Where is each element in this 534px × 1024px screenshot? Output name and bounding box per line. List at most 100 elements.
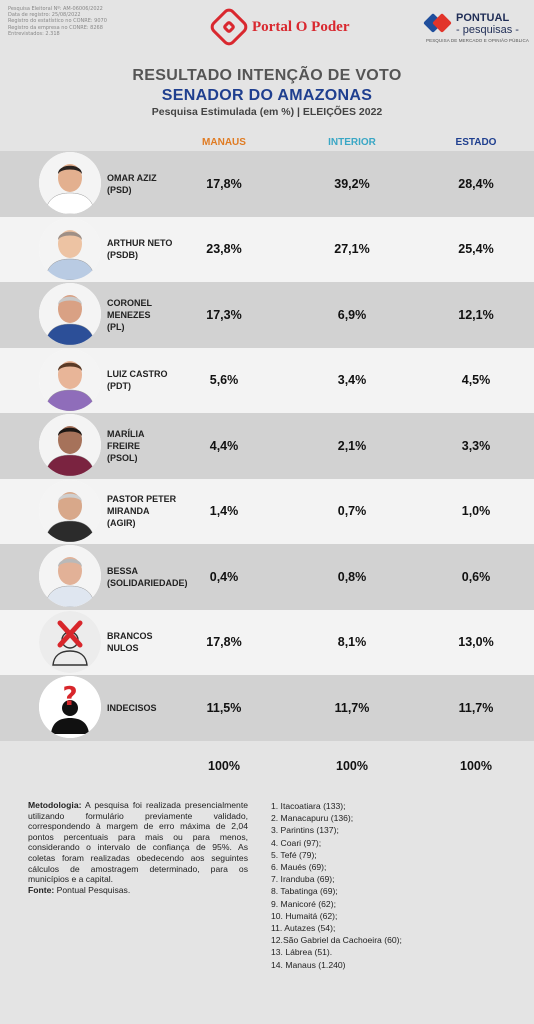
candidate-photo (39, 479, 101, 542)
avatar (39, 283, 101, 345)
column-header-manaus: MANAUS (202, 137, 246, 148)
value-manaus: 23,8% (206, 242, 242, 257)
value-interior: 27,1% (334, 242, 370, 257)
avatar (39, 152, 101, 214)
total-manaus: 100% (208, 759, 240, 773)
candidate-photo (39, 414, 101, 476)
list-item: 8. Tabatinga (69); (271, 886, 338, 897)
value-manaus: 17,8% (206, 635, 242, 650)
table-row: MARÍLIA FREIRE (PSOL) 4,4% 2,1% 3,3% (0, 413, 534, 479)
avatar (39, 479, 101, 542)
totals-row: 100% 100% 100% (0, 759, 534, 773)
page-subtitle: SENADOR DO AMAZONAS (161, 87, 373, 104)
avatar (39, 610, 101, 673)
crossed-person-icon (39, 610, 101, 673)
avatar (39, 545, 101, 607)
list-item: 7. Iranduba (69); (271, 874, 335, 885)
candidate-photo (39, 545, 101, 607)
total-estado: 100% (460, 759, 492, 773)
total-interior: 100% (336, 759, 368, 773)
methodology-label: Metodologia: (28, 800, 82, 810)
value-estado: 4,5% (461, 373, 491, 388)
value-interior: 2,1% (337, 438, 367, 453)
list-item: 4. Coari (97); (271, 837, 322, 848)
pontual-logo: PONTUAL - pesquisas - PESQUISA DE MERCAD… (423, 12, 529, 43)
methodology-body: A pesquisa foi realizada presencialmente… (28, 800, 248, 885)
portal-logo-icon (207, 5, 251, 49)
results-table: OMAR AZIZ (PSD) 17,8% 39,2% 28,4% ARTHUR… (0, 151, 534, 741)
table-row: CORONEL MENEZES (PL) 17,3% 6,9% 12,1% (0, 282, 534, 348)
list-item: 10. Humaitá (62); (271, 910, 338, 921)
value-manaus: 17,3% (206, 307, 242, 322)
value-estado: 12,1% (458, 307, 494, 322)
pontual-logo-name: PONTUAL (456, 12, 510, 24)
value-estado: 13,0% (458, 635, 494, 650)
portal-o-poder-logo: Portal O Poder (207, 5, 349, 49)
registration-line: Entrevistados: 2.318 (8, 30, 60, 37)
avatar (39, 217, 101, 280)
candidate-photo (39, 283, 101, 345)
candidate-name: INDECISOS (107, 702, 157, 713)
candidate-name: LUIZ CASTRO (PDT) (107, 369, 168, 392)
registration-info: Pesquisa Eleitoral Nº: AM-06006/2022 Dat… (8, 6, 107, 37)
source-label: Fonte: (28, 884, 55, 895)
list-item: 13. Lábrea (51). (271, 947, 333, 958)
list-item: 5. Tefé (79); (271, 849, 317, 860)
value-interior: 8,1% (337, 635, 367, 650)
value-manaus: 17,8% (206, 176, 242, 191)
source-text: Pontual Pesquisas. (54, 884, 131, 895)
list-item: 1. Itacoatiara (133); (271, 801, 346, 811)
value-interior: 11,7% (334, 700, 370, 715)
column-header-estado: ESTADO (455, 137, 497, 148)
value-manaus: 4,4% (209, 438, 239, 453)
table-row: BESSA (SOLIDARIEDADE) 0,4% 0,8% 0,6% (0, 544, 534, 610)
registration-line: Data de registro: 25/08/2022 (8, 12, 81, 19)
value-interior: 39,2% (334, 176, 370, 191)
value-estado: 1,0% (461, 504, 491, 519)
list-item: 11. Autazes (54); (271, 923, 336, 934)
list-item: 12.São Gabriel da Cachoeira (60); (271, 935, 402, 946)
page-title: RESULTADO INTENÇÃO DE VOTO (132, 67, 402, 84)
value-manaus: 5,6% (209, 373, 239, 388)
value-interior: 6,9% (337, 307, 367, 322)
registration-line: Registro da empresa no CONRE: 8268 (8, 24, 103, 31)
candidate-name: BESSA (SOLIDARIEDADE) (107, 565, 188, 588)
table-row: ARTHUR NETO (PSDB) 23,8% 27,1% 25,4% (0, 216, 534, 282)
avatar (39, 414, 101, 476)
value-interior: 0,8% (337, 569, 367, 584)
value-interior: 0,7% (337, 504, 367, 519)
value-estado: 11,7% (458, 700, 494, 715)
survey-note: Pesquisa Estimulada (em %) | ELEIÇÕES 20… (151, 106, 383, 118)
registration-line: Pesquisa Eleitoral Nº: AM-06006/2022 (8, 6, 103, 12)
candidate-name: ARTHUR NETO (PSDB) (107, 238, 173, 261)
value-interior: 3,4% (337, 373, 367, 388)
methodology-text: Metodologia: A pesquisa foi realizada pr… (28, 800, 248, 895)
list-item: 9. Manicoré (62); (271, 898, 336, 909)
list-item: 2. Manacapuru (136); (271, 813, 354, 824)
table-row: LUIZ CASTRO (PDT) 5,6% 3,4% 4,5% (0, 347, 534, 413)
pontual-logo-tagline: PESQUISA DE MERCADO E OPINIÃO PÚBLICA (426, 38, 529, 43)
value-manaus: 0,4% (209, 569, 239, 584)
value-estado: 0,6% (461, 569, 491, 584)
value-manaus: 1,4% (209, 504, 239, 519)
value-manaus: 11,5% (206, 700, 242, 715)
candidate-photo (39, 152, 101, 214)
list-item: 14. Manaus (1.240) (271, 959, 346, 970)
table-row: BRANCOS NULOS 17,8% 8,1% 13,0% (0, 609, 534, 675)
municipality-list: 1. Itacoatiara (133); 2. Manacapuru (136)… (271, 800, 402, 971)
value-estado: 25,4% (458, 242, 494, 257)
svg-text:?: ? (62, 682, 77, 712)
candidate-name: OMAR AZIZ (PSD) (107, 172, 157, 195)
candidate-photo (39, 217, 101, 280)
value-estado: 28,4% (458, 176, 494, 191)
avatar (39, 348, 101, 411)
pontual-logo-icon (423, 13, 452, 34)
list-item: 3. Parintins (137); (271, 825, 339, 836)
table-row: ? INDECISOS 11,5% 11,7% 11,7% (0, 675, 534, 741)
candidate-name: BRANCOS NULOS (107, 631, 153, 654)
column-header-interior: INTERIOR (328, 137, 376, 148)
table-row: PASTOR PETER MIRANDA (AGIR) 1,4% 0,7% 1,… (0, 478, 534, 544)
pontual-logo-sub: - pesquisas - (456, 24, 519, 36)
table-row: OMAR AZIZ (PSD) 17,8% 39,2% 28,4% (0, 151, 534, 217)
candidate-photo (39, 348, 101, 411)
